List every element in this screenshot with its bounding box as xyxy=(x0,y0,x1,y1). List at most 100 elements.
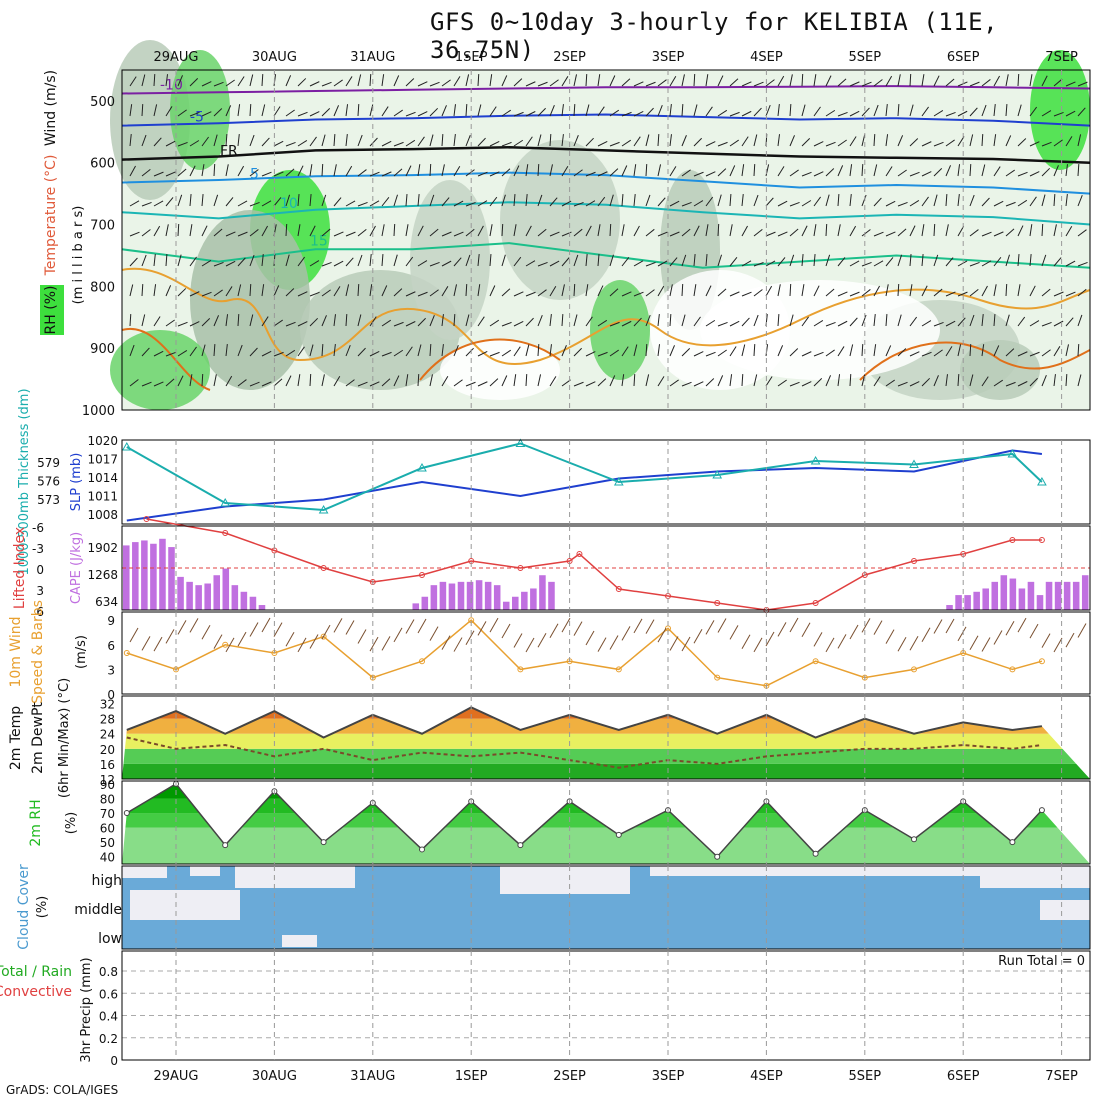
wind-barb xyxy=(933,224,936,237)
wind-barb xyxy=(201,81,212,87)
slp-tick: 1020 xyxy=(87,434,118,448)
wind-barb xyxy=(813,106,821,117)
wind-barb xyxy=(513,165,520,177)
wind-tick: 9 xyxy=(107,614,115,628)
rh-shade-region xyxy=(1030,50,1090,170)
wind-barb xyxy=(177,141,188,147)
wind-barb-10m xyxy=(225,637,235,653)
wind-barb-10m xyxy=(165,629,175,644)
wind-barb xyxy=(837,165,844,177)
wind-barb xyxy=(429,289,439,297)
wind-barb xyxy=(345,344,351,357)
wind-barb xyxy=(657,197,666,207)
wind-barb xyxy=(165,378,175,387)
wind-barb xyxy=(345,231,356,237)
wind-barb xyxy=(477,74,480,87)
wind-barb xyxy=(165,197,174,207)
wind-barb xyxy=(993,345,1000,357)
wind-speed-marker xyxy=(714,674,721,681)
cloud-clear-region xyxy=(750,866,990,876)
li-marker xyxy=(222,530,229,536)
date-label-top-5SEP: 5SEP xyxy=(849,50,882,65)
wind-barb-10m xyxy=(885,629,895,644)
wind-barb xyxy=(597,319,608,327)
wind-barb xyxy=(645,228,655,237)
wind-barb xyxy=(369,254,372,267)
isotherm-10 xyxy=(121,201,1091,226)
wind-barb xyxy=(837,224,841,237)
wind-barb xyxy=(129,314,132,327)
cape-bar xyxy=(1018,588,1026,610)
wind-barb-10m xyxy=(1065,632,1075,648)
wind-barb xyxy=(513,346,521,357)
wind-barb xyxy=(837,320,848,327)
wind-barb xyxy=(885,104,888,117)
wind-barb xyxy=(693,351,704,357)
wind-barb xyxy=(1077,288,1087,297)
wind-barb xyxy=(1029,285,1036,297)
wind-barb xyxy=(189,224,193,237)
wind-barb xyxy=(873,344,877,357)
temp-tick: 28 xyxy=(100,713,115,727)
wind-barb xyxy=(777,345,784,357)
wind-barb xyxy=(789,169,799,177)
cape-bar xyxy=(457,581,465,610)
wind-barb xyxy=(225,260,236,267)
wind-barb xyxy=(297,321,308,327)
wind-barb xyxy=(261,254,264,267)
wind-barb xyxy=(1053,291,1064,297)
wind-barb xyxy=(561,345,567,357)
wind-barb xyxy=(921,224,925,237)
wind-barb xyxy=(285,288,295,297)
wind-barb xyxy=(741,260,752,267)
wind-barb-10m xyxy=(441,635,451,650)
wind-barb xyxy=(873,197,882,207)
wind-barb xyxy=(237,231,248,237)
wind-barb xyxy=(969,288,979,297)
wind-speed-marker xyxy=(419,658,425,665)
wind-barb xyxy=(1053,224,1057,237)
wind-barb xyxy=(321,134,326,147)
wind-barb xyxy=(861,107,870,117)
wind-barb xyxy=(573,254,579,267)
wind-barb xyxy=(609,375,616,387)
wind-barb xyxy=(165,106,173,117)
wind-barb xyxy=(921,196,929,207)
wind-barb xyxy=(993,231,1004,237)
wind-barb-10m xyxy=(1029,623,1039,639)
li-tick: -6 xyxy=(32,521,44,535)
wind-barb xyxy=(321,344,324,357)
wind-barb xyxy=(993,256,1002,267)
cape-tick: 1268 xyxy=(87,568,118,582)
wind-barb xyxy=(489,106,497,117)
upper-ytick: 800 xyxy=(90,280,115,295)
wind-barb xyxy=(345,257,354,267)
wind-barb-10m xyxy=(345,620,355,635)
wind-barb xyxy=(549,197,558,207)
wind-barb xyxy=(909,171,920,177)
wind-barb xyxy=(921,377,931,387)
wind-barb xyxy=(873,376,881,387)
wind-barb xyxy=(273,319,283,327)
date-label-bottom-2SEP: 2SEP xyxy=(553,1069,586,1084)
cape-bar xyxy=(991,581,999,610)
wind-barb xyxy=(777,75,785,87)
wind-barb xyxy=(297,256,306,267)
wind-barb xyxy=(381,74,385,87)
wind-barb xyxy=(921,74,925,87)
wind-barb xyxy=(957,344,962,357)
wind-barb xyxy=(837,78,847,87)
wind-barb xyxy=(741,317,750,327)
wind-barb xyxy=(1065,136,1073,147)
wind-barb xyxy=(129,134,132,147)
wind-barb xyxy=(741,291,752,297)
wind-barb xyxy=(885,345,892,357)
wind-barb-10m xyxy=(813,632,823,647)
temp-tick: 32 xyxy=(100,698,115,712)
wind-barb xyxy=(417,225,424,237)
wind-barb xyxy=(321,164,324,177)
wind-barb xyxy=(1077,344,1080,357)
wind-barb xyxy=(345,104,349,117)
wind-barb-10m xyxy=(861,618,871,633)
wind-barb-10m xyxy=(537,633,547,648)
